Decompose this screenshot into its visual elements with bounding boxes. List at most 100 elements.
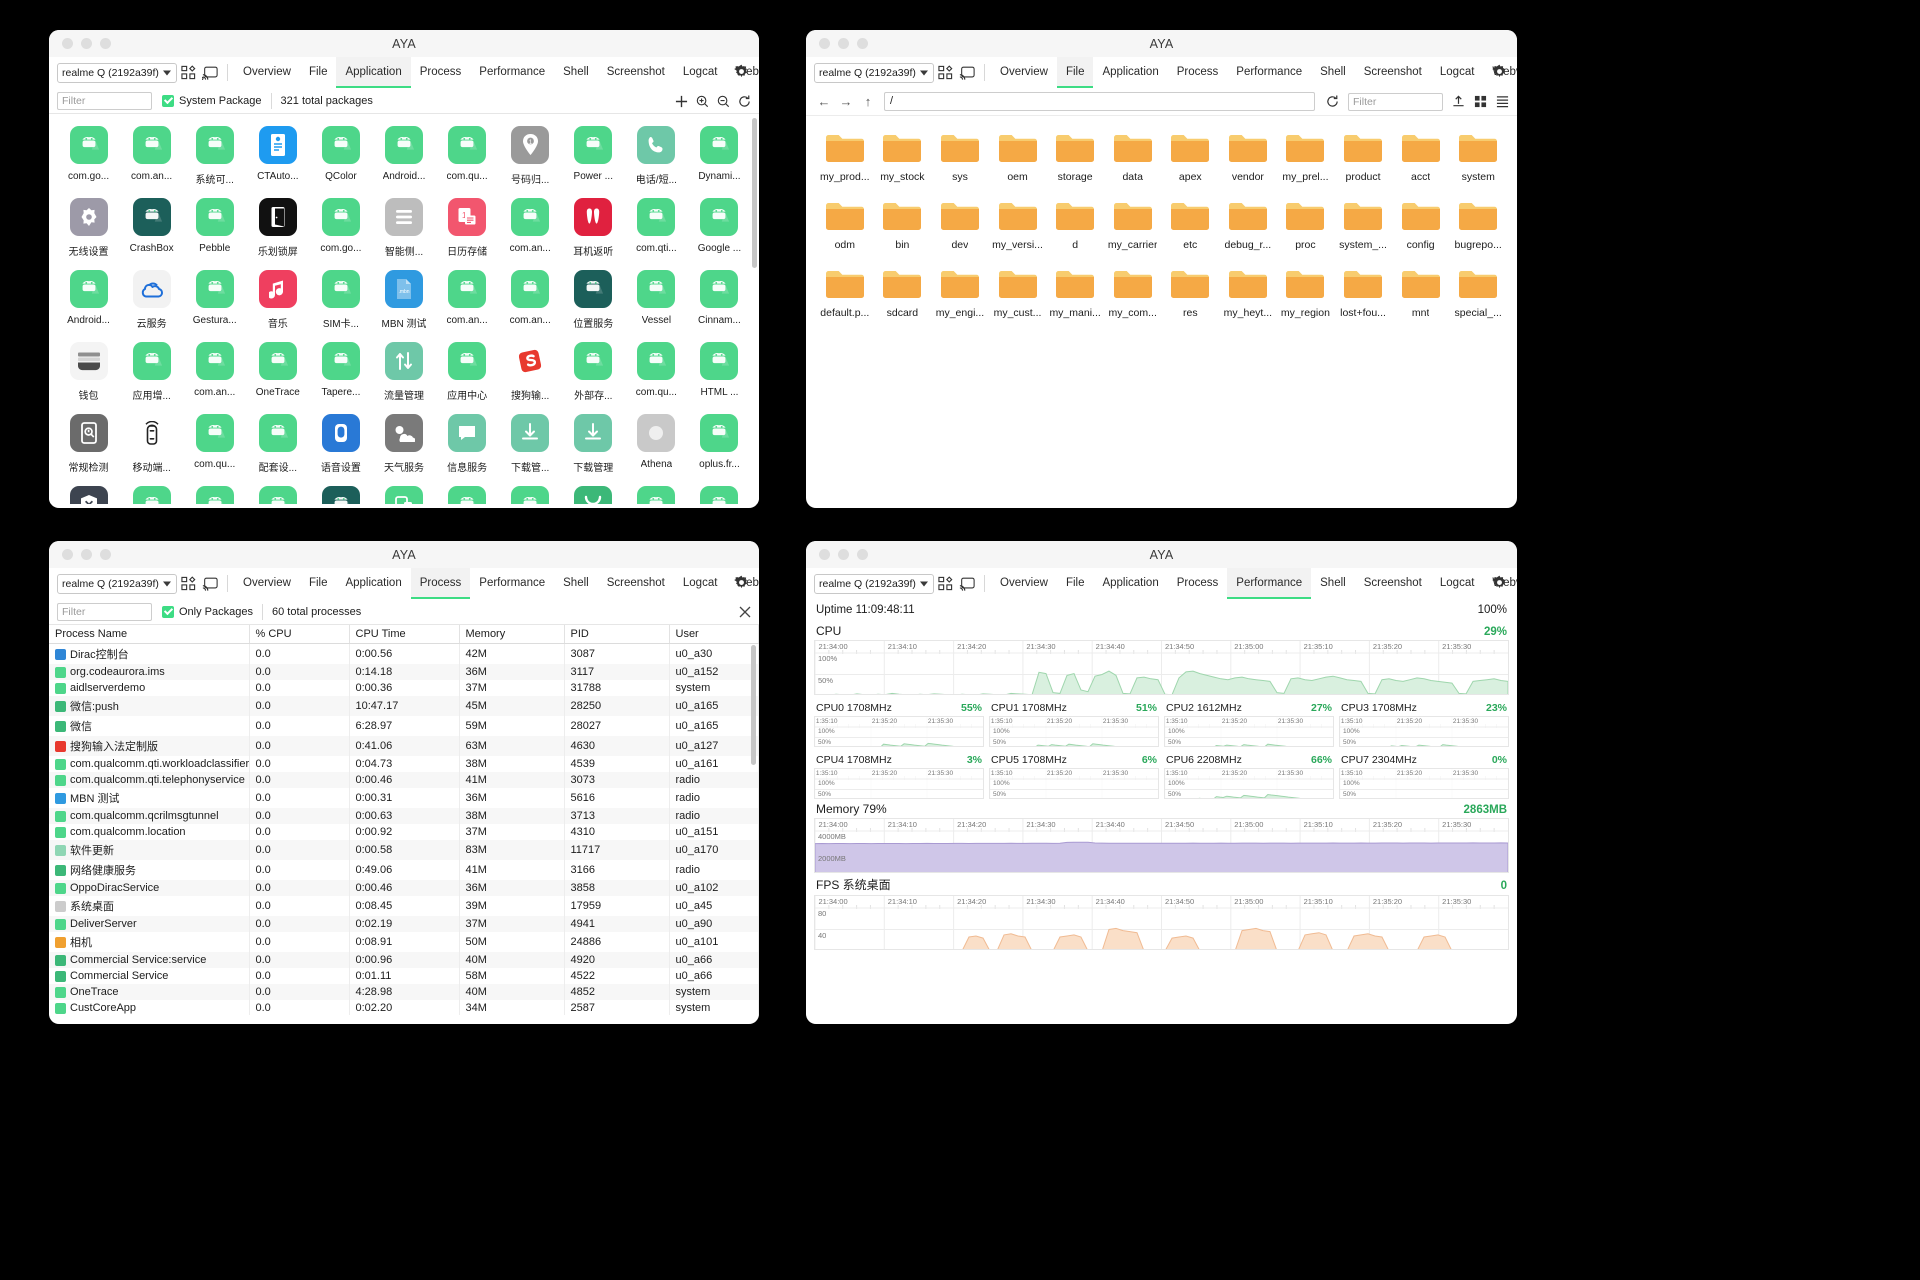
tab-shell[interactable]: Shell	[563, 66, 589, 78]
table-row[interactable]: com.qualcomm.qcrilmsgtunnel 0.0 0:00.63 38M…	[49, 808, 759, 824]
app-item[interactable]: 耳机返听	[562, 198, 625, 269]
app-item[interactable]: oplus.fr...	[688, 414, 751, 485]
window-controls[interactable]	[806, 38, 868, 49]
device-select[interactable]: realme Q (2192a39f)	[814, 62, 934, 83]
app-item[interactable]	[625, 486, 688, 504]
app-item[interactable]: .mbn MBN 测试	[372, 270, 435, 341]
zoom-in-icon[interactable]	[696, 95, 709, 108]
titlebar-file[interactable]: AYA	[806, 30, 1517, 57]
filter-input[interactable]: Filter	[57, 91, 152, 110]
table-row[interactable]: 网络健康服务 0.0 0:49.06 41M 3166 radio	[49, 860, 759, 880]
table-row[interactable]: OneTrace 0.0 4:28.98 40M 4852 system	[49, 984, 759, 1000]
gear-icon[interactable]	[1492, 64, 1507, 79]
close-icon[interactable]	[739, 606, 751, 618]
app-item[interactable]: SIM卡...	[309, 270, 372, 341]
system-package-checkbox[interactable]	[162, 94, 174, 107]
titlebar-performance[interactable]: AYA	[806, 541, 1517, 568]
folder-item[interactable]: oem	[989, 132, 1047, 183]
app-item[interactable]: 音乐	[246, 270, 309, 341]
up-arrow-icon[interactable]: ↑	[864, 94, 872, 109]
app-item[interactable]: com.go...	[309, 198, 372, 269]
folder-item[interactable]: my_heyt...	[1219, 268, 1277, 319]
maximize-window-button[interactable]	[100, 549, 111, 560]
folder-item[interactable]: data	[1104, 132, 1162, 183]
folder-item[interactable]: proc	[1277, 200, 1335, 251]
app-item[interactable]: 智能侧...	[372, 198, 435, 269]
app-item[interactable]: vendor....	[183, 486, 246, 504]
gear-icon[interactable]	[1492, 575, 1507, 590]
app-item[interactable]: 语音设置	[309, 414, 372, 485]
app-item[interactable]: 外部存...	[562, 342, 625, 413]
folder-item[interactable]: default.p...	[816, 268, 874, 319]
app-item[interactable]: Power ...	[562, 126, 625, 197]
tab-overview[interactable]: Overview	[1000, 66, 1048, 78]
folder-item[interactable]: my_stock	[874, 132, 932, 183]
close-window-button[interactable]	[62, 549, 73, 560]
table-row[interactable]: Dirac控制台 0.0 0:00.56 42M 3087 u0_a30	[49, 643, 759, 664]
cast-icon[interactable]	[199, 62, 221, 84]
app-item[interactable]: 电话/短...	[625, 126, 688, 197]
app-item[interactable]: 无线设置	[57, 198, 120, 269]
plus-icon[interactable]	[675, 95, 688, 108]
folder-item[interactable]: vendor	[1219, 132, 1277, 183]
app-item[interactable]: 系统可...	[183, 126, 246, 197]
tab-performance[interactable]: Performance	[1236, 66, 1303, 78]
maximize-window-button[interactable]	[857, 38, 868, 49]
app-item[interactable]: 天气服务	[372, 414, 435, 485]
app-item[interactable]: 应用中心	[436, 342, 499, 413]
vertical-scrollbar[interactable]	[752, 118, 757, 268]
tab-process[interactable]: Process	[410, 568, 471, 599]
minimize-window-button[interactable]	[838, 38, 849, 49]
vertical-scrollbar[interactable]	[751, 645, 756, 765]
cast-icon[interactable]	[199, 573, 221, 595]
app-item[interactable]: 流量管理	[372, 342, 435, 413]
application-grid-scroll[interactable]: com.go... com.an... 系统可... CTAuto... QColor A…	[49, 114, 759, 504]
app-item[interactable]: 云服务	[120, 270, 183, 341]
device-select[interactable]: realme Q (2192a39f)	[57, 573, 177, 594]
table-row[interactable]: 微信:push 0.0 10:47.17 45M 28250 u0_a165	[49, 696, 759, 716]
app-item[interactable]: 搜狗输...	[499, 342, 562, 413]
folder-item[interactable]: etc	[1161, 200, 1219, 251]
folder-item[interactable]: res	[1161, 268, 1219, 319]
app-item[interactable]: Dynami...	[688, 126, 751, 197]
app-item[interactable]: com.an...	[436, 270, 499, 341]
folder-item[interactable]: mnt	[1392, 268, 1450, 319]
folder-item[interactable]: debug_r...	[1219, 200, 1277, 251]
folder-item[interactable]: lost+fou...	[1334, 268, 1392, 319]
tab-screenshot[interactable]: Screenshot	[1363, 66, 1422, 78]
folder-item[interactable]: system	[1449, 132, 1507, 183]
zoom-out-icon[interactable]	[717, 95, 730, 108]
tab-file[interactable]: File	[308, 577, 328, 589]
app-item[interactable]: com.qu...	[183, 414, 246, 485]
app-item[interactable]: 下载管...	[499, 414, 562, 485]
only-packages-checkbox[interactable]	[162, 605, 174, 618]
minimize-window-button[interactable]	[838, 549, 849, 560]
app-item[interactable]: Google ...	[688, 198, 751, 269]
app-item[interactable]: 骚扰拦截	[57, 486, 120, 504]
app-item[interactable]	[688, 486, 751, 504]
column-header[interactable]: PID	[564, 625, 670, 644]
column-header[interactable]: Process Name	[49, 625, 250, 644]
folder-item[interactable]: storage	[1046, 132, 1104, 183]
tab-overview[interactable]: Overview	[243, 66, 291, 78]
path-input[interactable]: /	[884, 92, 1315, 111]
table-row[interactable]: com.qualcomm.qti.telephonyservice 0.0 0:00…	[49, 772, 759, 788]
tab-file[interactable]: File	[1065, 577, 1085, 589]
app-item[interactable]: 应用增...	[120, 342, 183, 413]
table-row[interactable]: aidlserverdemo 0.0 0:00.36 37M 31788 system	[49, 680, 759, 696]
app-item[interactable]: 1 日历存储	[436, 198, 499, 269]
table-row[interactable]: com.qualcomm.location 0.0 0:00.92 37M 4310 u0…	[49, 824, 759, 840]
tab-file[interactable]: File	[1056, 57, 1094, 88]
close-window-button[interactable]	[819, 38, 830, 49]
tab-performance[interactable]: Performance	[479, 66, 546, 78]
app-item[interactable]: Pebble	[183, 198, 246, 269]
app-item[interactable]: com.an...	[499, 198, 562, 269]
process-table-scroll[interactable]: Process Name% CPU CPU Time Memory PID User D…	[49, 625, 759, 1015]
column-header[interactable]: CPU Time	[349, 625, 460, 644]
tab-screenshot[interactable]: Screenshot	[606, 66, 665, 78]
grid-icon[interactable]	[934, 573, 956, 595]
table-row[interactable]: 系统桌面 0.0 0:08.45 39M 17959 u0_a45	[49, 896, 759, 916]
tab-file[interactable]: File	[308, 66, 328, 78]
folder-item[interactable]: apex	[1161, 132, 1219, 183]
table-row[interactable]: Commercial Service 0.0 0:01.11 58M 4522 u0_a6…	[49, 968, 759, 984]
